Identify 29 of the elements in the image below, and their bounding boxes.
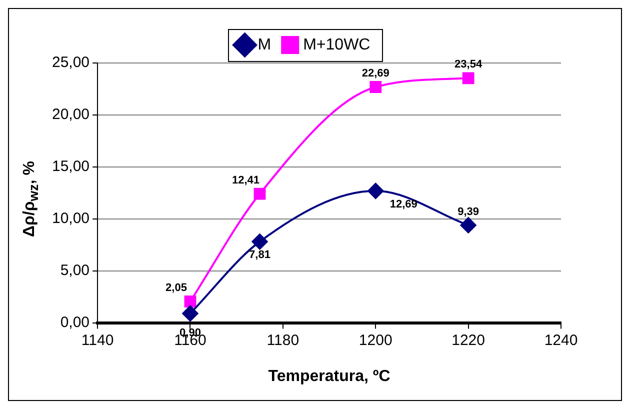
data-label: 22,69 — [362, 68, 390, 80]
legend-label: M+10WC — [303, 36, 370, 54]
data-label: 2,05 — [166, 282, 187, 294]
data-label: 9,39 — [458, 206, 480, 218]
point — [370, 81, 382, 93]
x-axis-title: Temperatura, ºC — [268, 368, 391, 385]
x-tick-label: 1180 — [266, 332, 300, 349]
y-tick-label: 5,00 — [60, 262, 90, 279]
x-tick-label: 1140 — [81, 332, 114, 349]
point — [462, 72, 474, 84]
y-tick-label: 25,00 — [52, 54, 90, 72]
y-tick-label: 0,00 — [60, 314, 90, 331]
x-tick-label: 1200 — [358, 332, 392, 349]
point — [252, 234, 268, 250]
point — [368, 182, 384, 199]
point — [460, 217, 476, 234]
data-label: 12,69 — [390, 198, 418, 210]
point — [182, 305, 198, 322]
data-label: 7,81 — [249, 249, 270, 262]
data-label: 12,41 — [232, 174, 260, 186]
point — [254, 188, 266, 200]
x-tick-label: 1240 — [544, 332, 578, 349]
point — [184, 296, 196, 308]
y-tick-label: 20,00 — [52, 106, 90, 124]
y-tick-label: 15,00 — [52, 158, 90, 176]
data-label: 23,54 — [454, 58, 483, 71]
legend-label: M — [258, 36, 272, 54]
x-tick-label: 1220 — [452, 332, 485, 349]
y-tick-label: 10,00 — [52, 210, 90, 228]
